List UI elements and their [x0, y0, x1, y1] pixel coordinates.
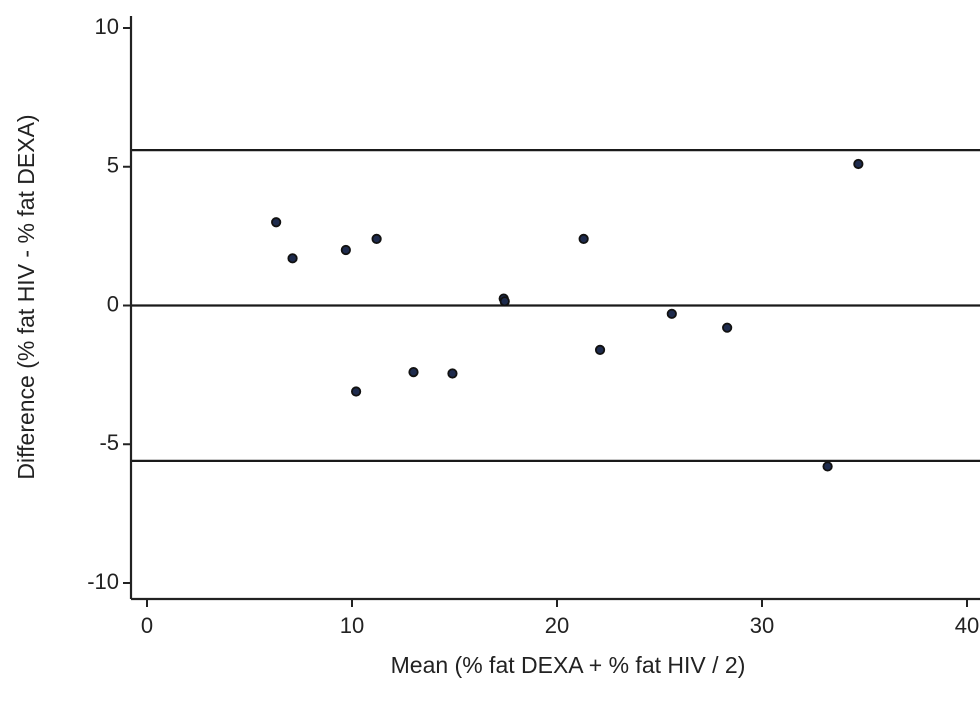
y-tick-label: 0 [107, 291, 119, 316]
data-point [578, 233, 589, 244]
reference-lines [131, 149, 980, 462]
data-points [271, 158, 864, 472]
data-point [722, 322, 733, 333]
x-tick-label: 30 [750, 613, 774, 638]
y-tick-label: -5 [99, 430, 119, 455]
axes [129, 16, 980, 601]
data-point [287, 253, 298, 264]
data-point [271, 217, 282, 228]
x-tick-label: 20 [545, 613, 569, 638]
y-tick-label: -10 [87, 569, 119, 594]
data-point [350, 386, 362, 397]
y-tick-label: 5 [107, 153, 119, 178]
y-axis-ticks: 10 5 0 -5 -10 [87, 14, 131, 594]
data-point [371, 233, 382, 244]
data-point [340, 244, 351, 256]
data-point [499, 296, 510, 307]
data-point [853, 158, 864, 170]
data-point [666, 308, 677, 319]
data-point [447, 368, 458, 379]
y-axis-title: Difference (% fat HIV - % fat DEXA) [13, 114, 39, 479]
y-tick-label: 10 [95, 14, 119, 39]
data-point [594, 344, 606, 355]
data-point [408, 366, 419, 378]
x-tick-label: 10 [340, 613, 364, 638]
x-tick-label: 0 [141, 613, 153, 638]
x-tick-label: 40 [955, 613, 979, 638]
x-axis-title: Mean (% fat DEXA + % fat HIV / 2) [391, 652, 746, 678]
data-point [822, 461, 833, 472]
x-axis-ticks: 0 10 20 30 40 [141, 599, 979, 638]
